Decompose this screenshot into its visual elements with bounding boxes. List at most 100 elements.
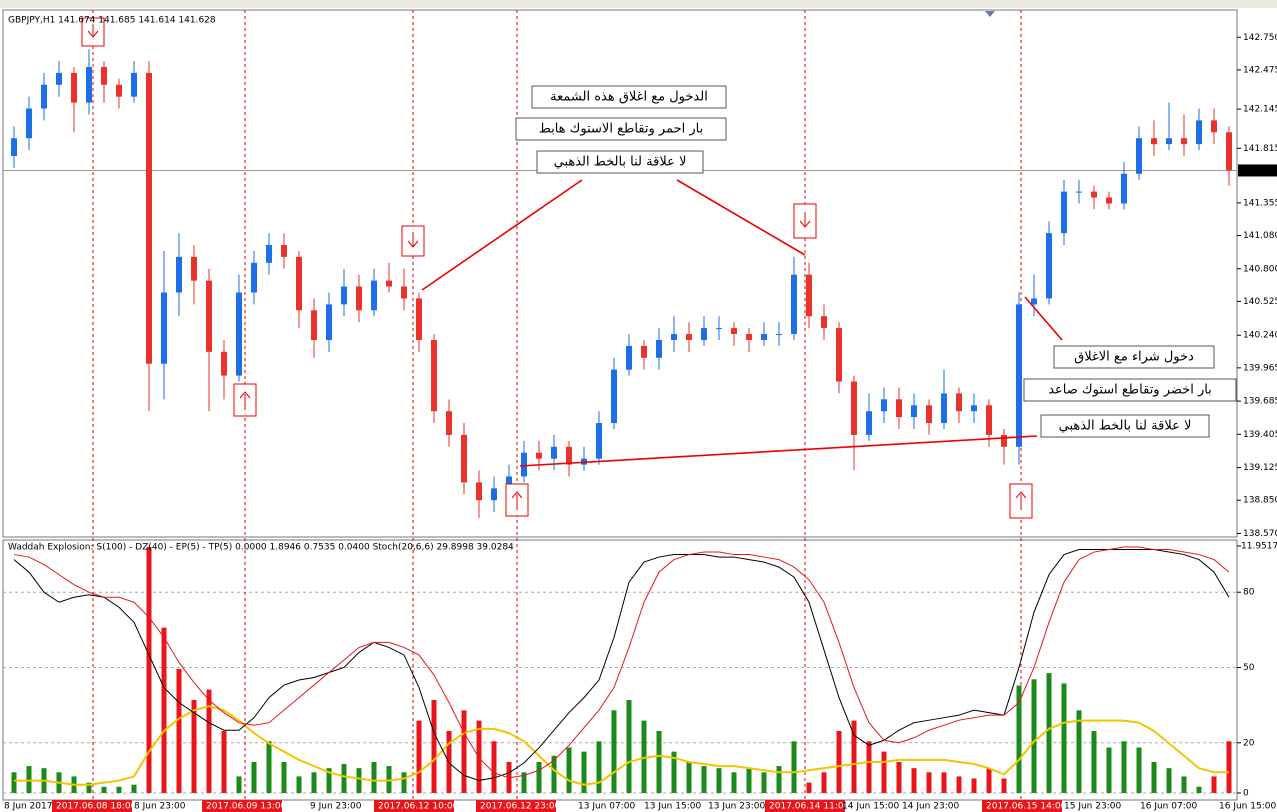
histogram-bar (596, 741, 602, 793)
last-price-label: 141.628 (1241, 166, 1277, 176)
candle-body (1001, 434, 1007, 447)
x-tick-label: 13 Jun 23:00 (708, 802, 765, 812)
histogram-bar (1121, 741, 1127, 793)
histogram-bar (626, 699, 632, 793)
chart-title: GBPJPY,H1 141.674 141.685 141.614 141.62… (8, 16, 216, 26)
time-axis: 8 Jun 2017 2017.06.08 18:00 8 Jun 23:00 … (4, 800, 1276, 812)
candle-body (626, 345, 632, 370)
sell-arrow (87, 24, 99, 38)
histogram-bar (11, 772, 17, 793)
annotation-box (515, 117, 727, 141)
candle-body (281, 245, 287, 257)
candle-body (926, 405, 932, 424)
time-highlight (765, 800, 845, 812)
indicator-line (14, 705, 1229, 786)
histogram-bar (296, 776, 302, 793)
x-tick-label: 13 Jun 07:00 (578, 802, 635, 812)
candle-body (821, 316, 827, 329)
time-highlight (476, 800, 556, 812)
candle-body (1106, 197, 1112, 204)
candle-body (746, 334, 752, 340)
candle-body (251, 262, 257, 293)
time-highlight (982, 800, 1062, 812)
histogram-bar (1151, 761, 1157, 793)
support-line (519, 435, 1038, 467)
histogram-bar (371, 761, 377, 793)
histogram-bar (911, 768, 917, 793)
candle-body (716, 328, 722, 330)
candle-body (506, 476, 512, 489)
candle-body (866, 411, 872, 435)
histogram-bar (1136, 747, 1142, 793)
x-tick-label: 8 Jun 2017 (4, 802, 52, 812)
candle-body (1061, 191, 1067, 234)
candle-body (1031, 298, 1037, 305)
y-tick-label: 141.080 (1243, 231, 1277, 241)
histogram-bar (701, 766, 707, 793)
y-tick-label: 141.815 (1243, 144, 1277, 154)
y-tick-label: 140.525 (1243, 297, 1277, 307)
histogram-bar (1211, 776, 1217, 793)
histogram-bar (146, 547, 152, 793)
x-tick-label: 13 Jun 15:00 (644, 802, 701, 812)
y-tick-label: 142.750 (1243, 33, 1277, 43)
histogram-bar (356, 768, 362, 793)
candle-body (1151, 138, 1157, 145)
histogram-bar (176, 668, 182, 793)
candle-body (431, 339, 437, 412)
y-tick-label: 140.800 (1243, 264, 1277, 274)
histogram-bar (311, 772, 317, 793)
candle-body (161, 292, 167, 364)
candle-body (731, 328, 737, 335)
drawn-lines (421, 179, 1063, 467)
candle-body (11, 138, 17, 156)
candle-body (341, 286, 347, 305)
histogram-bar (281, 761, 287, 793)
candle-body (836, 328, 842, 382)
y-tick-label: 139.125 (1243, 463, 1277, 473)
candle-body (356, 286, 362, 311)
annotation-box (536, 150, 704, 174)
candle-body (101, 66, 107, 85)
candle-body (701, 328, 707, 340)
indicator-line (13, 549, 1230, 781)
candle-body (656, 339, 662, 358)
y2-tick-label: 11.9517 (1241, 541, 1277, 551)
candle-body (851, 381, 857, 435)
histogram-bar (341, 764, 347, 793)
x-tick-label: 2017.06.09 13:00 (206, 802, 287, 812)
candle-body (1136, 138, 1142, 174)
candle-body (611, 369, 617, 424)
pointer-line (421, 179, 583, 291)
histogram-bar (956, 776, 962, 793)
pointer-line (1024, 296, 1063, 341)
candle-body (461, 434, 467, 483)
histogram-bar (1016, 685, 1022, 793)
candle-body (116, 84, 122, 97)
annotation: بار احمر وتقاطع الاستوك هابط (539, 122, 703, 137)
x-tick-label: 16 Jun 07:00 (1140, 802, 1197, 812)
annotations: الدخول مع اغلاق هذه الشمعة بار احمر وتقا… (515, 85, 1237, 438)
candle-body (1076, 191, 1082, 193)
histogram-bar (536, 761, 542, 793)
x-tick-label: 2017.06.08 18:00 (56, 802, 137, 812)
x-tick-label: 14 Jun 23:00 (902, 802, 959, 812)
candle-body (1181, 138, 1187, 145)
candle-body (476, 482, 482, 501)
y-tick-label: 50 (1243, 663, 1255, 673)
y-tick-label: 139.965 (1243, 363, 1277, 373)
candle-body (1166, 138, 1172, 145)
sell-arrow (407, 232, 419, 248)
histogram-bar (86, 782, 92, 793)
candle-body (791, 274, 797, 335)
candle-body (41, 84, 47, 109)
x-tick-label: 14 Jun 15:00 (842, 802, 899, 812)
y-tick-label: 20 (1243, 738, 1255, 748)
candle-body (1016, 304, 1022, 447)
y-tick-label: 139.405 (1243, 430, 1277, 440)
x-tick-label: 15 Jun 23:00 (1064, 802, 1121, 812)
candle-body (641, 345, 647, 358)
indicator-title: Waddah Explosion: S(100) - DZ(40) - EP(5… (8, 543, 514, 553)
candle-body (776, 334, 782, 336)
time-highlight (202, 800, 282, 812)
